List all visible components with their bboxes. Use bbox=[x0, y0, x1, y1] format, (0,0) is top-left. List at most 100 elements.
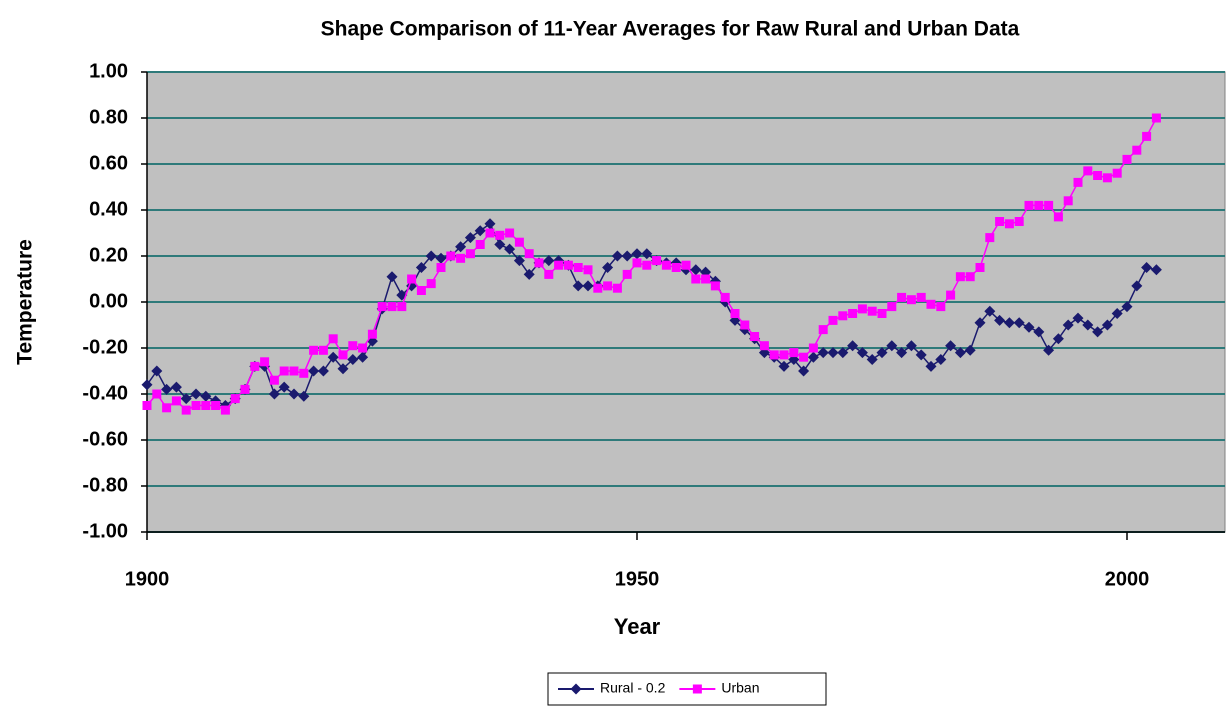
marker bbox=[494, 239, 506, 250]
marker bbox=[964, 344, 976, 356]
marker bbox=[807, 351, 819, 363]
marker bbox=[857, 304, 867, 314]
x-axis-label: Year bbox=[614, 614, 661, 639]
legend-label: Rural - 0.2 bbox=[600, 680, 666, 696]
marker bbox=[906, 295, 916, 305]
marker bbox=[1004, 219, 1014, 229]
marker bbox=[740, 320, 750, 330]
marker bbox=[1122, 154, 1132, 164]
marker bbox=[808, 343, 818, 353]
marker bbox=[1092, 326, 1104, 338]
marker bbox=[572, 280, 584, 292]
marker bbox=[397, 302, 407, 312]
marker bbox=[220, 405, 230, 415]
marker bbox=[759, 341, 769, 351]
marker bbox=[995, 217, 1005, 226]
x-tick-label: 1900 bbox=[125, 568, 170, 590]
marker bbox=[1111, 308, 1123, 319]
marker bbox=[523, 268, 535, 280]
marker bbox=[514, 237, 524, 247]
marker bbox=[1150, 264, 1162, 276]
marker bbox=[828, 315, 838, 325]
marker bbox=[190, 388, 202, 400]
marker bbox=[994, 314, 1006, 326]
marker bbox=[240, 384, 250, 394]
marker bbox=[690, 264, 702, 276]
marker bbox=[612, 283, 622, 293]
marker bbox=[681, 260, 691, 270]
marker bbox=[769, 350, 779, 360]
y-tick-label: 1.00 bbox=[89, 60, 128, 82]
marker bbox=[435, 252, 447, 264]
marker bbox=[798, 365, 810, 377]
marker bbox=[250, 361, 260, 371]
x-tick-label: 1950 bbox=[615, 568, 660, 590]
marker bbox=[181, 405, 191, 415]
marker bbox=[162, 403, 172, 413]
marker bbox=[974, 317, 986, 329]
marker bbox=[642, 260, 652, 270]
marker bbox=[671, 263, 681, 272]
marker bbox=[464, 232, 476, 244]
marker bbox=[1062, 319, 1074, 331]
marker bbox=[570, 683, 582, 695]
marker bbox=[495, 230, 505, 240]
marker bbox=[534, 258, 544, 268]
marker bbox=[710, 281, 720, 291]
marker bbox=[847, 340, 859, 352]
marker bbox=[1132, 145, 1142, 155]
marker bbox=[827, 347, 839, 359]
marker bbox=[602, 262, 614, 273]
marker bbox=[955, 272, 965, 282]
marker bbox=[1101, 319, 1113, 331]
marker bbox=[632, 258, 642, 268]
marker bbox=[1024, 200, 1034, 210]
marker bbox=[750, 332, 760, 341]
marker bbox=[269, 375, 279, 385]
marker bbox=[876, 347, 888, 359]
marker bbox=[730, 309, 740, 318]
marker bbox=[348, 341, 358, 351]
marker bbox=[337, 363, 349, 375]
marker bbox=[1112, 168, 1122, 178]
marker bbox=[318, 345, 328, 355]
marker bbox=[425, 250, 437, 262]
marker bbox=[543, 255, 555, 267]
marker bbox=[897, 292, 907, 302]
marker bbox=[603, 281, 613, 291]
legend-label: Urban bbox=[721, 680, 759, 696]
chart-title: Shape Comparison of 11-Year Averages for… bbox=[321, 18, 1020, 41]
marker bbox=[474, 225, 486, 237]
marker bbox=[554, 260, 564, 270]
marker bbox=[1063, 196, 1073, 206]
marker bbox=[1093, 171, 1103, 180]
marker bbox=[446, 251, 456, 261]
marker bbox=[367, 329, 377, 339]
marker bbox=[701, 274, 711, 284]
marker bbox=[338, 350, 348, 360]
marker bbox=[415, 262, 427, 273]
marker bbox=[916, 292, 926, 302]
marker bbox=[456, 253, 466, 263]
marker bbox=[984, 305, 996, 317]
marker bbox=[211, 401, 221, 410]
marker bbox=[1073, 177, 1083, 187]
marker bbox=[377, 302, 387, 312]
marker bbox=[416, 286, 426, 295]
marker bbox=[837, 347, 849, 359]
marker bbox=[386, 271, 398, 283]
marker bbox=[1052, 333, 1064, 345]
marker bbox=[309, 345, 319, 355]
marker bbox=[593, 283, 603, 293]
marker bbox=[877, 309, 887, 318]
marker bbox=[288, 388, 300, 400]
y-tick-label: 0.80 bbox=[89, 106, 128, 128]
marker bbox=[505, 228, 515, 238]
y-axis-label: Temperature bbox=[14, 239, 37, 365]
marker bbox=[317, 365, 329, 377]
marker bbox=[799, 352, 809, 362]
marker bbox=[1034, 200, 1044, 210]
marker bbox=[357, 351, 369, 363]
marker bbox=[1102, 173, 1112, 183]
marker bbox=[631, 248, 643, 260]
